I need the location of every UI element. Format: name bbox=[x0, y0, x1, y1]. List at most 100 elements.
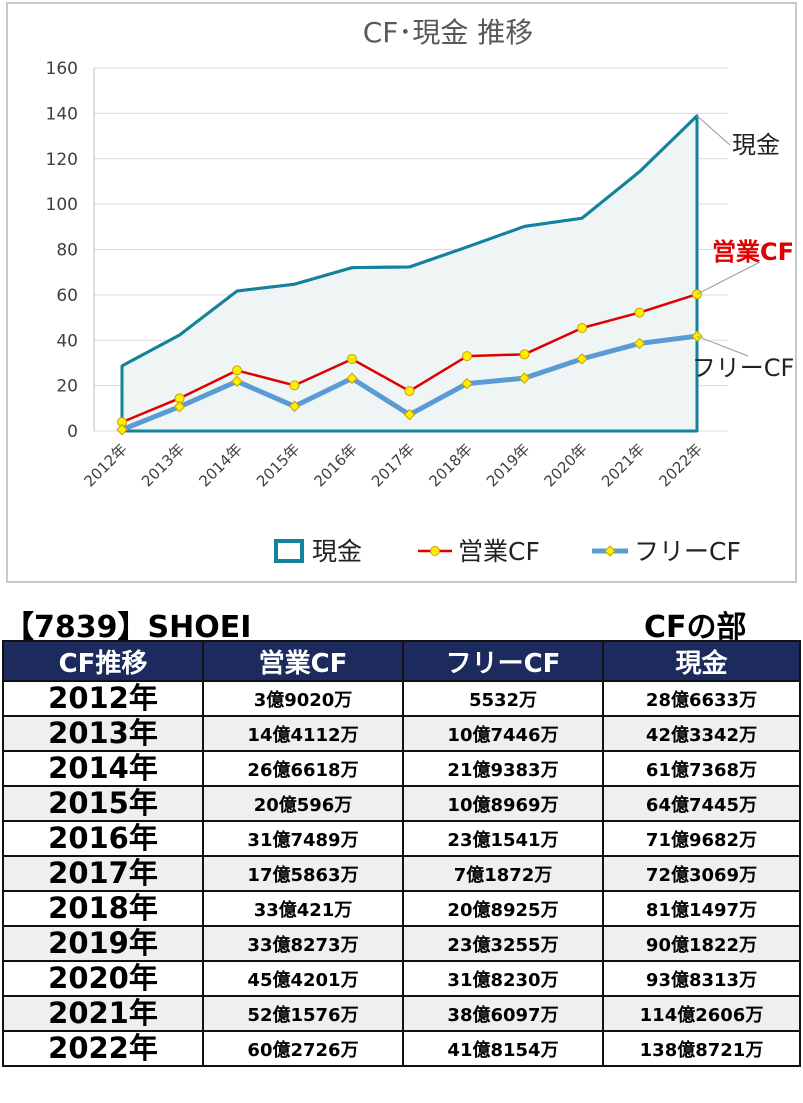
legend: 現金 営業CF フリーCF bbox=[274, 537, 741, 566]
data-point bbox=[116, 423, 128, 436]
column-header: 現金 bbox=[602, 640, 801, 682]
x-tick-label: 2016年 bbox=[310, 440, 360, 490]
y-tick-label: 40 bbox=[56, 331, 78, 351]
value-cell: 42億3342万 bbox=[602, 715, 801, 752]
year-cell: 2012年 bbox=[2, 680, 204, 717]
year-cell: 2016年 bbox=[2, 820, 204, 857]
annotation-leader bbox=[696, 335, 749, 357]
y-tick-label: 80 bbox=[56, 241, 78, 261]
value-cell: 33億8273万 bbox=[202, 925, 404, 962]
table-row: 2015年 20億596万 10億8969万 64億7445万 bbox=[2, 785, 801, 822]
table-header-row: CF推移 営業CF フリーCF 現金 bbox=[2, 640, 801, 682]
column-header: 営業CF bbox=[202, 640, 404, 682]
x-tick-label: 2017年 bbox=[368, 440, 418, 490]
value-cell: 20億596万 bbox=[202, 785, 404, 822]
value-cell: 17億5863万 bbox=[202, 855, 404, 892]
value-cell: 81億1497万 bbox=[602, 890, 801, 927]
y-tick-label: 140 bbox=[46, 104, 78, 124]
y-tick-label: 120 bbox=[46, 150, 78, 170]
company-title: 【7839】SHOEI bbox=[4, 610, 252, 645]
value-cell: 93億8313万 bbox=[602, 960, 801, 997]
table-row: 2021年 52億1576万 38億6097万 114億2606万 bbox=[2, 995, 801, 1032]
value-cell: 41億8154万 bbox=[402, 1030, 604, 1067]
year-cell: 2017年 bbox=[2, 855, 204, 892]
y-tick-label: 100 bbox=[46, 195, 78, 215]
table-row: 2016年 31億7489万 23億1541万 71億9682万 bbox=[2, 820, 801, 857]
value-cell: 14億4112万 bbox=[202, 715, 404, 752]
y-tick-label: 20 bbox=[56, 377, 78, 397]
section-title: CFの部 bbox=[644, 610, 747, 645]
column-header: フリーCF bbox=[402, 640, 604, 682]
data-point bbox=[403, 408, 416, 421]
table-row: 2014年 26億6618万 21億9383万 61億7368万 bbox=[2, 750, 801, 787]
value-cell: 26億6618万 bbox=[202, 750, 404, 787]
legend-label: 営業CF bbox=[458, 537, 540, 566]
cf-cash-chart: CF･現金 推移 0 20 40 60 80 100 120 140 160 2012年 2013… bbox=[46, 16, 795, 566]
x-axis-ticks: 2012年 2013年 2014年 2015年 2016年 2017年 2018年 2019年… bbox=[80, 440, 705, 490]
x-tick-label: 2021年 bbox=[598, 440, 648, 490]
year-cell: 2015年 bbox=[2, 785, 204, 822]
legend-marker bbox=[604, 545, 616, 557]
table-row: 2012年 3億9020万 5532万 28億6633万 bbox=[2, 680, 801, 717]
year-cell: 2021年 bbox=[2, 995, 204, 1032]
cf-table: CF推移 営業CF フリーCF 現金 2012年 3億9020万 5532万 28億6… bbox=[2, 640, 801, 1067]
x-tick-label: 2022年 bbox=[655, 440, 705, 490]
value-cell: 61億7368万 bbox=[602, 750, 801, 787]
data-point bbox=[462, 351, 472, 362]
value-cell: 45億4201万 bbox=[202, 960, 404, 997]
y-tick-label: 60 bbox=[56, 286, 78, 306]
table-row: 2020年 45億4201万 31億8230万 93億8313万 bbox=[2, 960, 801, 997]
legend-label: 現金 bbox=[312, 537, 362, 566]
legend-swatch-cash bbox=[274, 539, 304, 563]
value-cell: 28億6633万 bbox=[602, 680, 801, 717]
year-cell: 2020年 bbox=[2, 960, 204, 997]
year-cell: 2013年 bbox=[2, 715, 204, 752]
table-row: 2018年 33億421万 20億8925万 81億1497万 bbox=[2, 890, 801, 927]
x-tick-label: 2014年 bbox=[195, 440, 245, 490]
x-tick-label: 2020年 bbox=[540, 440, 590, 490]
value-cell: 64億7445万 bbox=[602, 785, 801, 822]
data-point bbox=[576, 353, 588, 365]
year-cell: 2022年 bbox=[2, 1030, 204, 1067]
year-cell: 2018年 bbox=[2, 890, 204, 927]
table-body: 2012年 3億9020万 5532万 28億6633万 2013年 14億4112万 10… bbox=[2, 680, 801, 1067]
value-cell: 21億9383万 bbox=[402, 750, 604, 787]
value-cell: 60億2726万 bbox=[202, 1030, 404, 1067]
value-cell: 7億1872万 bbox=[402, 855, 604, 892]
data-point bbox=[231, 375, 243, 388]
value-cell: 23億3255万 bbox=[402, 925, 604, 962]
x-tick-label: 2019年 bbox=[483, 440, 533, 490]
value-cell: 10億8969万 bbox=[402, 785, 604, 822]
value-cell: 31億7489万 bbox=[202, 820, 404, 857]
data-point bbox=[461, 377, 473, 390]
series-annotation: 営業CF bbox=[712, 238, 794, 266]
series-layer bbox=[116, 114, 703, 436]
chart-title: CF･現金 推移 bbox=[363, 16, 534, 49]
table-row: 2022年 60億2726万 41億8154万 138億8721万 bbox=[2, 1030, 801, 1067]
series-annotation: フリーCF bbox=[692, 354, 795, 382]
annotation-leader bbox=[696, 115, 731, 146]
data-point bbox=[173, 401, 186, 413]
cash-series-line bbox=[121, 114, 699, 368]
column-header: CF推移 bbox=[2, 640, 204, 682]
value-cell: 52億1576万 bbox=[202, 995, 404, 1032]
legend-label: フリーCF bbox=[634, 537, 741, 566]
value-cell: 23億1541万 bbox=[402, 820, 604, 857]
data-point bbox=[404, 386, 415, 397]
data-point bbox=[232, 365, 242, 376]
y-tick-label: 160 bbox=[46, 59, 78, 79]
x-tick-label: 2013年 bbox=[138, 440, 188, 490]
x-tick-label: 2015年 bbox=[253, 440, 303, 490]
value-cell: 38億6097万 bbox=[402, 995, 604, 1032]
chart-panel: CF･現金 推移 0 20 40 60 80 100 120 140 160 2012年 2013… bbox=[6, 2, 797, 583]
data-point bbox=[347, 354, 357, 365]
value-cell: 3億9020万 bbox=[202, 680, 404, 717]
year-cell: 2014年 bbox=[2, 750, 204, 787]
x-tick-label: 2012年 bbox=[80, 440, 130, 490]
data-point bbox=[289, 380, 300, 391]
data-point bbox=[519, 349, 530, 360]
data-point bbox=[518, 372, 531, 384]
legend-marker bbox=[430, 546, 440, 556]
data-point bbox=[634, 307, 645, 318]
